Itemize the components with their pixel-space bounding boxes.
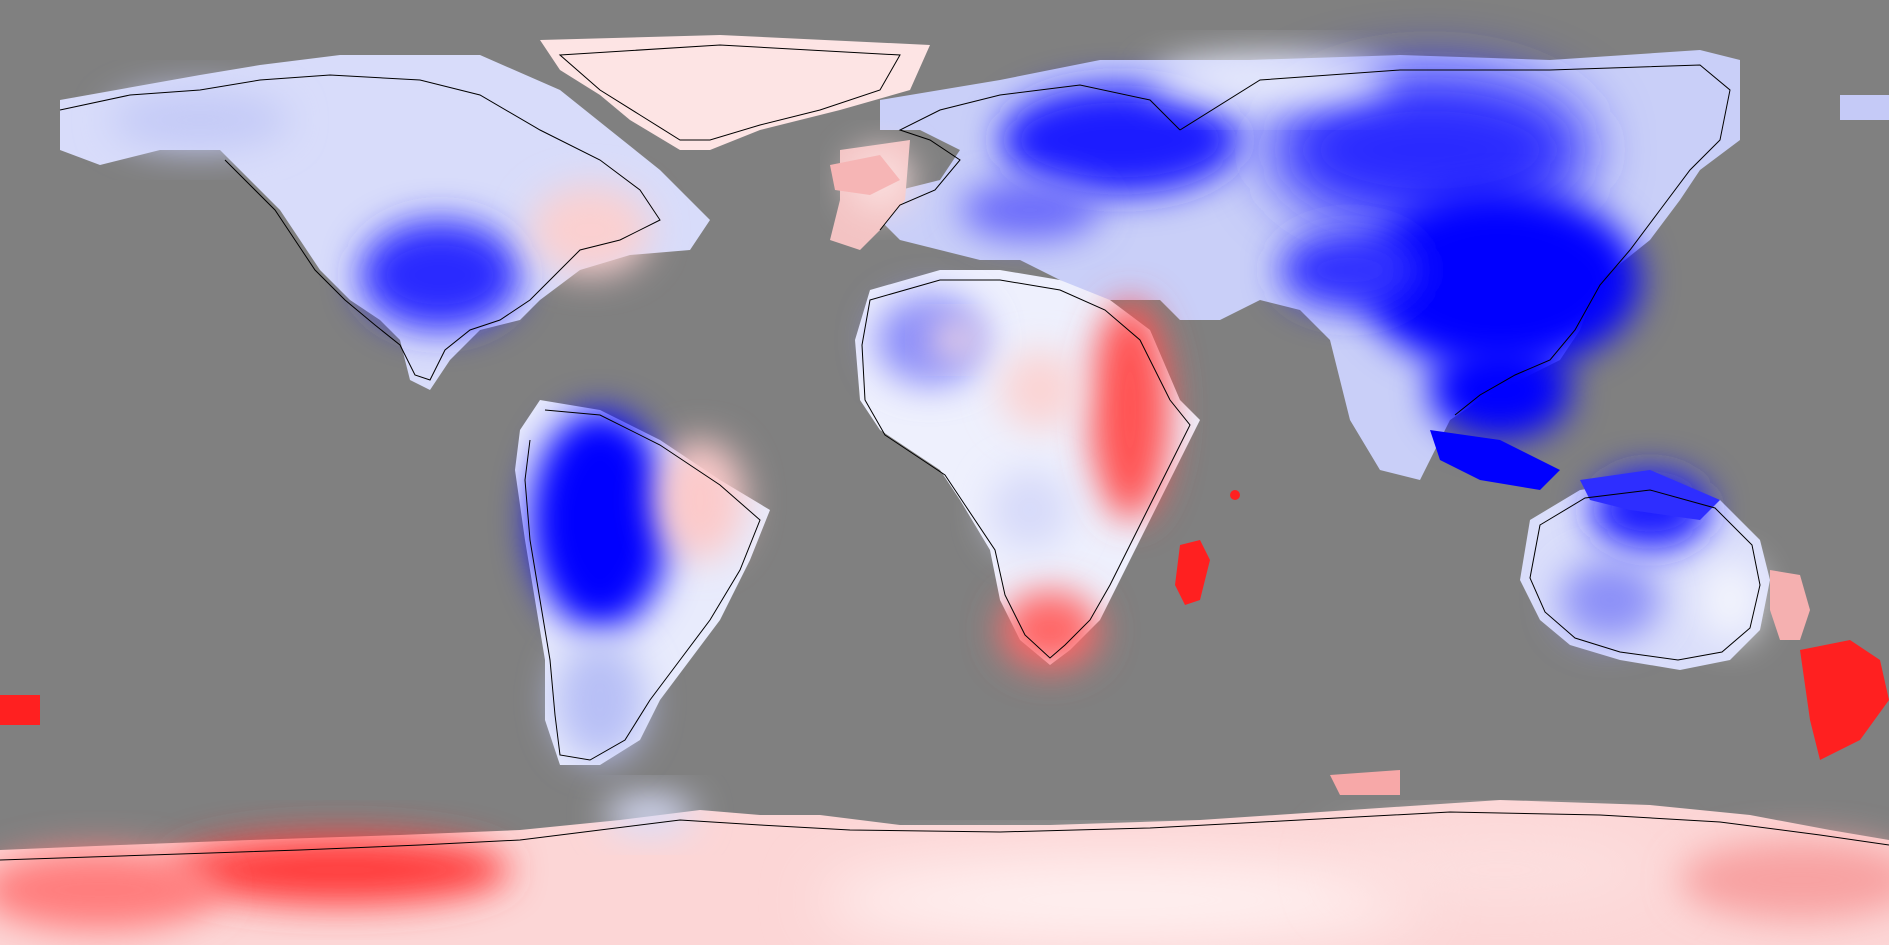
new-zealand-region [1770,570,1889,760]
east-edge-patch [1840,95,1889,120]
coastline-australia [1529,489,1761,661]
coastline-africa [861,279,1191,659]
subantarctic-patch [1330,770,1400,795]
antarctica-region [0,795,1889,945]
africa-region [855,270,1200,670]
indonesia-region [1430,430,1560,490]
coastline-south-america [524,409,761,761]
coastline-north-america [59,74,661,381]
eurasia-region [880,50,1740,480]
south-america-region [515,400,770,765]
indian-ocean-islet [1230,490,1240,500]
greenland-region [540,35,930,150]
new-guinea-region [1580,470,1720,520]
north-america-region [60,55,710,390]
coastline-antarctica [0,811,1889,861]
coastline-asia [1179,64,1731,416]
coastline-europe [879,84,1181,231]
coastlines [0,44,1889,861]
west-edge-patch [0,695,40,725]
iceland-region [830,155,900,195]
madagascar-region [1175,540,1210,605]
coastline-greenland [558,44,901,141]
